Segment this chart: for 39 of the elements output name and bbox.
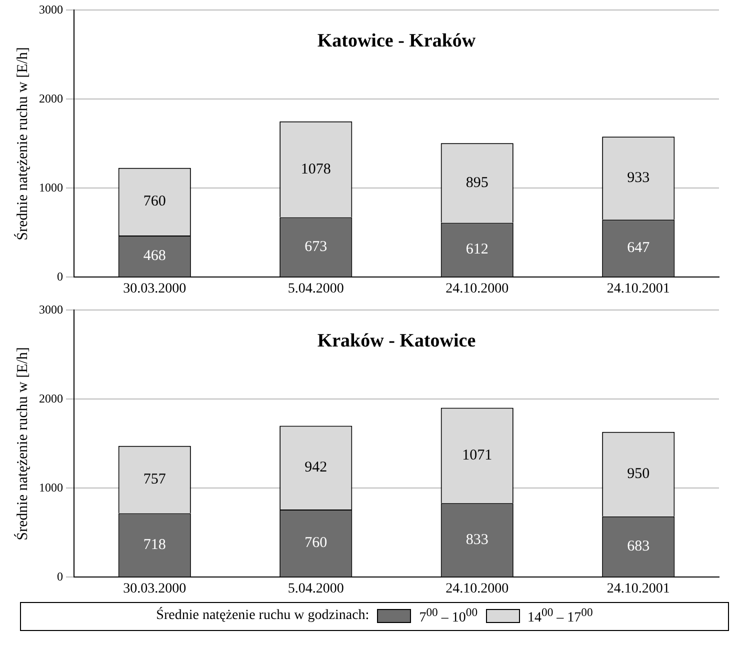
y-tick-label: 0: [57, 269, 63, 284]
x-tick-label: 30.03.2000: [123, 281, 186, 296]
legend-label: 14$^{00}$ – 17$^{00}$: [528, 606, 593, 627]
x-tick-label: 5.04.2000: [288, 581, 344, 596]
y-tick-label: 3000: [39, 2, 63, 16]
data-label: 673: [304, 238, 328, 255]
data-label: 468: [143, 248, 166, 264]
data-label: 895: [466, 174, 488, 191]
data-label: 612: [466, 242, 488, 258]
y-tick-label: 1000: [39, 480, 63, 494]
data-label: 1078: [300, 161, 331, 178]
data-label: 757: [143, 472, 166, 488]
x-tick-label: 5.04.2000: [288, 281, 344, 296]
y-axis-title: Średnie natężenie ruchu w [E/h]: [14, 347, 31, 540]
x-tick-label: 24.10.2001: [606, 581, 670, 596]
y-tick-label: 0: [57, 569, 63, 584]
data-label: 760: [304, 535, 328, 552]
text: Kraków - Katowice: [317, 330, 476, 352]
data-label: 942: [304, 460, 328, 476]
data-label: 933: [627, 170, 650, 186]
data-label: 760: [143, 194, 166, 210]
data-label: 718: [143, 536, 166, 553]
y-tick-label: 2000: [39, 91, 63, 106]
text: Katowice - Kraków: [317, 30, 476, 52]
legend-label: 7$^{00}$ – 10$^{00}$: [419, 606, 478, 627]
data-label: 683: [627, 538, 650, 554]
data-label: 647: [627, 240, 650, 256]
y-tick-label: 3000: [39, 302, 63, 316]
y-axis-title: Średnie natężenie ruchu w [E/h]: [14, 47, 31, 240]
data-label: 1071: [462, 447, 492, 464]
data-label: 950: [627, 466, 650, 482]
legend-title: Średnie natężenie ruchu w godzinach:: [156, 608, 370, 624]
x-tick-label: 24.10.2001: [606, 281, 670, 296]
x-tick-label: 24.10.2000: [446, 281, 509, 296]
x-tick-label: 24.10.2000: [446, 581, 509, 596]
x-tick-label: 30.03.2000: [123, 581, 186, 596]
y-tick-label: 2000: [39, 391, 63, 406]
y-tick-label: 1000: [39, 180, 63, 194]
data-label: 833: [466, 532, 488, 548]
